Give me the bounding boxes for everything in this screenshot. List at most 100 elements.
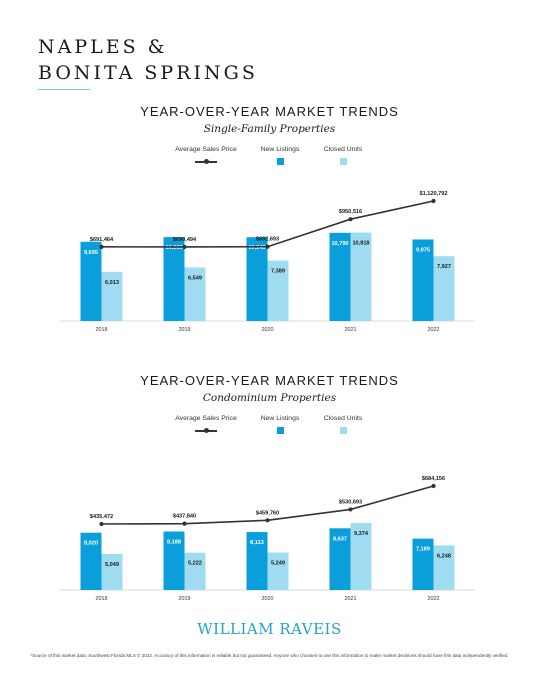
x-tick-label: 2019 [179,596,191,602]
avg-sales-price-point [99,521,104,527]
line-marker-icon [195,157,217,166]
new-listings-bar [80,241,102,321]
legend-closed-units-label: Closed Units [323,415,363,422]
line-marker-icon [195,426,217,435]
new-listings-swatch-icon [276,427,284,434]
closed-units-bar [101,271,123,321]
closed-units-value-label: 6,013 [105,280,119,286]
closed-units-value-label: 7,927 [437,264,451,270]
brand-logo: WILLIAM RAVEIS [197,620,342,638]
new-listings-bar [246,532,268,590]
chart2-title: YEAR-OVER-YEAR MARKET TRENDS [140,373,399,388]
avg-sales-price-label: $950,516 [339,209,362,215]
chart2-legend: Average Sales Price New Listings Closed … [0,415,539,439]
closed-units-bar [350,523,372,590]
legend-closed-units-label: Closed Units [323,146,363,153]
avg-sales-price-label: $691,464 [90,237,114,243]
new-listings-bar [163,237,185,321]
closed-units-bar [433,545,455,590]
page-title-line-2: BONITA SPRINGS [38,62,258,84]
new-listings-value-label: 8,188 [167,540,181,546]
x-tick-label: 2021 [345,327,357,333]
avg-sales-price-point [265,244,270,249]
new-listings-value-label: 9,695 [84,250,98,256]
chart2-subtitle: Condominium Properties [202,392,337,404]
closed-units-bar [350,232,372,321]
new-listings-value-label: 8,113 [250,540,264,546]
x-tick-label: 2020 [262,327,274,333]
closed-units-bar [433,256,455,321]
legend-closed-units: Closed Units [313,146,373,165]
x-tick-label: 2022 [428,596,440,602]
closed-units-value-label: 9,374 [354,531,369,537]
x-tick-label: 2018 [96,596,108,602]
avg-sales-price-label: $435,472 [90,514,113,520]
chart1-legend: Average Sales Price New Listings Closed … [0,146,539,170]
chart1-subtitle: Single-Family Properties [203,123,336,135]
legend-avg-price-label: Average Sales Price [175,415,237,422]
closed-units-value-label: 5,222 [188,561,202,567]
x-tick-label: 2018 [96,327,108,333]
x-tick-label: 2019 [179,327,191,333]
new-listings-bar [329,528,351,590]
legend-avg-price: Average Sales Price [172,146,240,166]
new-listings-bar [163,531,185,590]
closed-units-bar [267,260,289,321]
new-listings-value-label: 8,637 [333,536,347,542]
avg-sales-price-point [431,198,436,204]
page-title-line-1: NAPLES & [38,36,168,58]
avg-sales-price-point [182,521,187,526]
closed-units-value-label: 5,049 [105,562,119,568]
avg-sales-price-label: $437,840 [173,514,196,520]
x-tick-label: 2020 [262,596,274,602]
page-title: NAPLES & BONITA SPRINGS [38,34,258,86]
legend-new-listings: New Listings [250,146,310,165]
title-divider [38,89,90,90]
avg-sales-price-label: $692,693 [256,237,279,243]
closed-units-swatch-icon [339,158,347,165]
closed-units-value-label: 10,818 [352,241,369,247]
new-listings-bar [412,239,434,321]
avg-sales-price-point [182,244,187,250]
new-listings-value-label: 7,189 [416,547,430,553]
closed-units-value-label: 5,249 [271,561,285,567]
legend-avg-price-label: Average Sales Price [175,146,237,153]
new-listings-value-label: 10,790 [331,241,348,247]
x-tick-label: 2022 [428,327,440,333]
new-listings-value-label: 9,975 [416,247,430,253]
avg-sales-price-label: $530,693 [339,499,362,505]
avg-sales-price-point [348,217,353,222]
closed-units-value-label: 7,389 [271,269,285,275]
avg-sales-price-label: $690,494 [173,237,197,243]
legend-new-listings: New Listings [250,415,310,434]
avg-sales-price-point [348,507,353,512]
closed-units-bar [267,552,289,590]
chart1-title: YEAR-OVER-YEAR MARKET TRENDS [140,104,399,119]
closed-units-bar [184,552,206,590]
new-listings-value-label: 10,263 [165,245,182,251]
new-listings-value-label: 10,248 [248,245,265,251]
closed-units-bar [101,553,123,590]
closed-units-bar [184,267,206,321]
avg-sales-price-label: $1,120,792 [420,191,448,197]
source-footnote: *Source of this market data: Southwest F… [30,653,509,658]
new-listings-swatch-icon [276,158,284,165]
legend-closed-units: Closed Units [313,415,373,434]
new-listings-bar [412,538,434,590]
closed-units-value-label: 6,549 [188,275,202,281]
legend-new-listings-label: New Listings [260,415,300,422]
new-listings-value-label: 8,020 [84,541,98,547]
new-listings-bar [80,532,102,590]
avg-sales-price-point [265,518,270,523]
closed-units-value-label: 6,248 [437,553,451,559]
avg-sales-price-point [99,244,104,249]
legend-new-listings-label: New Listings [260,146,300,153]
closed-units-swatch-icon [339,427,347,434]
new-listings-bar [329,232,351,321]
avg-sales-price-label: $684,156 [422,476,445,482]
legend-avg-price: Average Sales Price [172,415,240,435]
avg-sales-price-label: $459,760 [256,510,279,516]
x-tick-label: 2021 [345,596,357,602]
chart1-plot: 9,695 6,013 2018 10,263 6,549 2019 10,248 7,389… [60,191,475,333]
new-listings-bar [246,237,268,321]
